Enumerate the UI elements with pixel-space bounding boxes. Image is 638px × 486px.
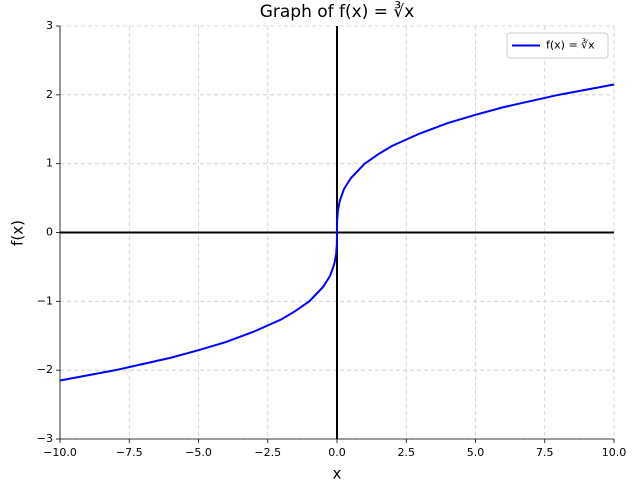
x-tick-label: 0.0 xyxy=(328,446,346,459)
x-tick-label: −10.0 xyxy=(43,446,77,459)
y-tick-label: −2 xyxy=(37,363,53,376)
y-tick-label: −3 xyxy=(37,432,53,445)
legend-box xyxy=(506,32,609,59)
y-tick-label: 2 xyxy=(46,88,53,101)
line-series xyxy=(59,83,615,382)
x-tick-label: −2.5 xyxy=(254,446,281,459)
y-axis-label: f(x) xyxy=(9,220,27,246)
x-tick-label: 10.0 xyxy=(602,446,627,459)
y-tick-label: 1 xyxy=(46,157,53,170)
y-tick-label: 0 xyxy=(46,226,53,239)
y-tick-label: −1 xyxy=(37,294,53,307)
legend-label: f(x) = ∛x xyxy=(546,38,595,52)
chart-title: Graph of f(x) = ∛x xyxy=(260,1,415,22)
x-tick-label: −5.0 xyxy=(185,446,212,459)
y-tick-label: 3 xyxy=(46,19,53,32)
x-tick-label: −7.5 xyxy=(116,446,143,459)
x-tick-label: 5.0 xyxy=(467,446,485,459)
x-tick-label: 7.5 xyxy=(536,446,554,459)
x-axis-label: x xyxy=(333,465,342,483)
x-tick-label: 2.5 xyxy=(398,446,416,459)
